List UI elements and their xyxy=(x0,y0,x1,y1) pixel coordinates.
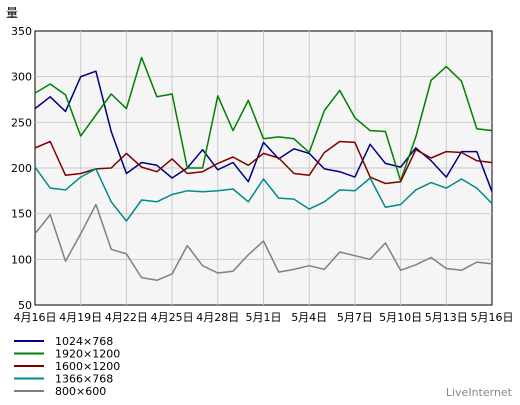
series-line xyxy=(34,140,493,185)
x-tick-label: 5月7日 xyxy=(337,311,373,324)
x-tick-label: 4月25日 xyxy=(151,311,194,324)
legend-label: 1600×1200 xyxy=(55,360,120,373)
series-line xyxy=(34,203,493,282)
x-tick-label: 4月28日 xyxy=(196,311,239,324)
x-tick-label: 5月13日 xyxy=(425,311,468,324)
brand-label: LiveInternet xyxy=(446,386,513,399)
y-ticks: 50 100 150 200 250 300 350 xyxy=(11,25,32,312)
legend-label: 1920×1200 xyxy=(55,348,120,361)
y-tick-label: 200 xyxy=(11,162,32,175)
legend-label: 1024×768 xyxy=(55,335,113,348)
y-tick-label: 300 xyxy=(11,71,32,84)
y-tick-label: 250 xyxy=(11,116,32,129)
y-tick-label: 50 xyxy=(18,299,32,312)
y-tick-label: 150 xyxy=(11,208,32,221)
y-axis-label: 量 xyxy=(6,6,18,20)
x-tick-label: 5月1日 xyxy=(246,311,282,324)
series-line xyxy=(34,70,493,192)
series-lines xyxy=(34,56,493,282)
y-tick-label: 350 xyxy=(11,25,32,38)
legend: 1024×7681920×12001600×12001366×768800×60… xyxy=(14,335,120,398)
x-tick-label: 5月10日 xyxy=(379,311,422,324)
legend-label: 1366×768 xyxy=(55,373,113,386)
grid xyxy=(35,31,492,305)
x-tick-label: 5月4日 xyxy=(291,311,327,324)
legend-label: 800×600 xyxy=(55,385,106,398)
series-line xyxy=(34,56,493,182)
x-tick-label: 4月16日 xyxy=(14,311,57,324)
x-tick-label: 4月22日 xyxy=(105,311,148,324)
x-ticks: 4月16日 4月19日 4月22日 4月25日 4月28日 5月1日 5月4日 5月7日 5月1… xyxy=(14,311,514,324)
x-tick-label: 5月16日 xyxy=(471,311,514,324)
series-line xyxy=(34,166,493,222)
y-tick-label: 100 xyxy=(11,253,32,266)
x-tick-label: 4月19日 xyxy=(59,311,102,324)
